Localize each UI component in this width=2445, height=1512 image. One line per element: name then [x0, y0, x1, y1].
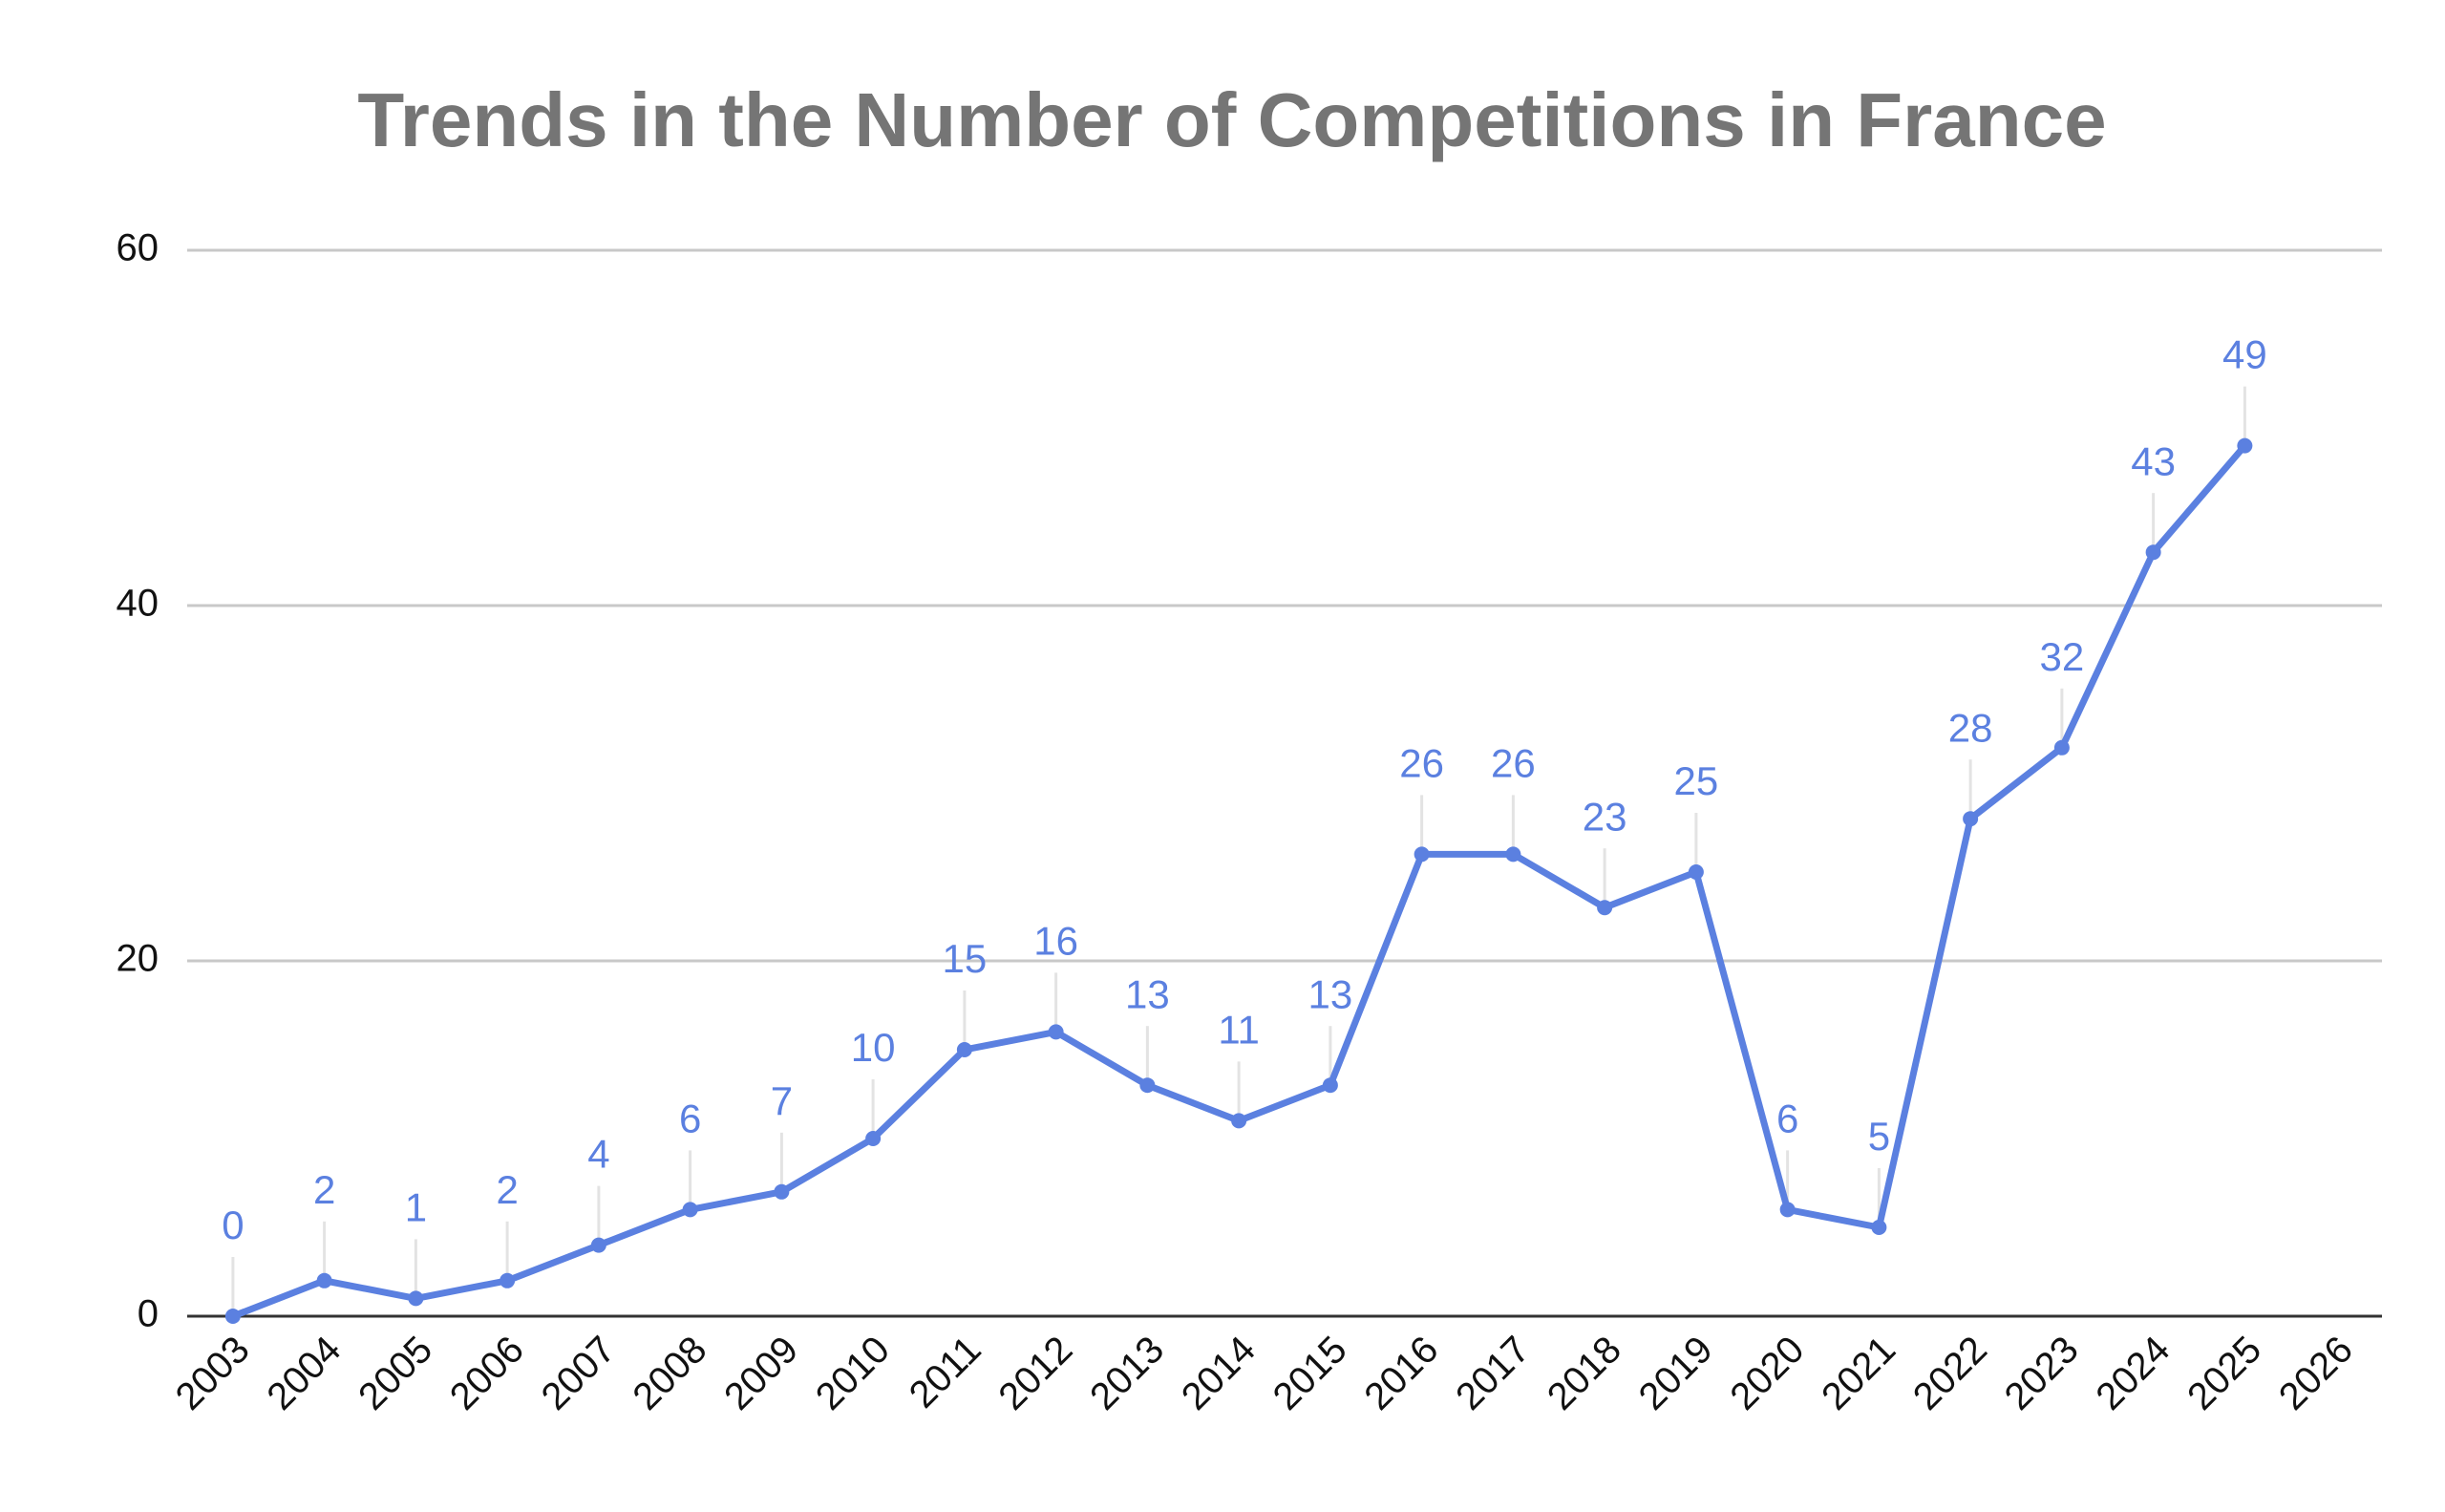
- data-point: [682, 1202, 698, 1218]
- x-tick-label: 2020: [1722, 1329, 1812, 1418]
- data-point: [408, 1290, 424, 1307]
- x-tick-label: 2008: [625, 1329, 714, 1418]
- data-point: [956, 1042, 972, 1057]
- data-label: 32: [2040, 634, 2085, 679]
- x-tick-label: 2026: [2271, 1329, 2361, 1418]
- data-point: [2053, 739, 2070, 756]
- data-label: 6: [1776, 1096, 1798, 1140]
- x-tick-label: 2010: [808, 1329, 898, 1418]
- data-label: 10: [851, 1025, 896, 1070]
- data-label: 25: [1674, 758, 1719, 803]
- data-label: 28: [1948, 705, 1993, 750]
- x-tick-label: 2011: [902, 1329, 989, 1416]
- data-label: 16: [1033, 918, 1078, 963]
- x-tick-label: 2017: [1448, 1329, 1538, 1418]
- data-label: 4: [587, 1132, 609, 1177]
- data-point: [1231, 1113, 1247, 1129]
- data-label: 11: [1218, 1007, 1260, 1052]
- x-tick-label: 2013: [1082, 1329, 1172, 1418]
- x-tick-label: 2025: [2179, 1329, 2269, 1418]
- data-point: [1414, 846, 1430, 862]
- data-point: [774, 1183, 790, 1200]
- x-tick-label: 2024: [2088, 1329, 2178, 1418]
- y-tick-label: 0: [138, 1293, 159, 1335]
- x-tick-label: 2018: [1540, 1329, 1629, 1418]
- data-label: 26: [1491, 740, 1536, 785]
- x-tick-label: 2019: [1631, 1329, 1721, 1418]
- data-label: 49: [2222, 332, 2267, 377]
- data-point: [1139, 1077, 1156, 1094]
- data-point: [1871, 1220, 1887, 1235]
- x-tick-label: 2004: [259, 1329, 349, 1418]
- x-tick-label: 2003: [168, 1329, 258, 1418]
- data-point: [1505, 846, 1521, 862]
- x-tick-label: 2022: [1905, 1329, 1995, 1418]
- data-label: 43: [2131, 438, 2176, 483]
- data-point: [1048, 1024, 1064, 1040]
- data-label: 23: [1583, 794, 1627, 839]
- data-label: 13: [1308, 971, 1353, 1016]
- x-tick-label: 2016: [1356, 1329, 1446, 1418]
- x-tick-label: 2014: [1174, 1329, 1264, 1418]
- x-tick-label: 2021: [1814, 1329, 1903, 1418]
- data-point: [590, 1237, 606, 1253]
- data-point: [1963, 811, 1979, 827]
- data-point: [1779, 1202, 1796, 1218]
- x-tick-label: 2012: [990, 1329, 1080, 1418]
- x-tick-label: 2015: [1265, 1329, 1355, 1418]
- x-tick-label: 2006: [442, 1329, 532, 1418]
- y-tick-label: 40: [117, 583, 159, 625]
- data-point: [224, 1309, 241, 1324]
- data-label: 26: [1399, 740, 1444, 785]
- data-point: [500, 1272, 516, 1288]
- data-label: 15: [943, 936, 988, 981]
- data-label: 7: [771, 1078, 793, 1123]
- data-point: [1688, 864, 1704, 880]
- x-tick-label: 2005: [351, 1329, 440, 1418]
- y-tick-label: 20: [117, 938, 159, 980]
- x-tick-label: 2023: [1997, 1329, 2087, 1418]
- data-point: [1322, 1077, 1338, 1094]
- data-label: 5: [1868, 1114, 1890, 1159]
- data-point: [2237, 437, 2253, 454]
- data-label: 6: [679, 1096, 701, 1140]
- data-label: 0: [222, 1203, 244, 1247]
- series-line: [229, 442, 2248, 1320]
- data-point: [2145, 544, 2161, 561]
- data-label: 2: [496, 1167, 518, 1212]
- data-point: [865, 1131, 882, 1146]
- data-point: [316, 1272, 332, 1288]
- data-label: 1: [405, 1184, 427, 1229]
- x-tick-label: 2009: [716, 1329, 806, 1418]
- data-label: 2: [313, 1167, 335, 1212]
- y-tick-label: 60: [117, 227, 159, 269]
- data-point: [1597, 900, 1613, 916]
- x-tick-label: 2007: [534, 1329, 624, 1418]
- data-label: 13: [1125, 971, 1170, 1016]
- chart-title: Trends in the Number of Competitions in …: [357, 77, 2106, 162]
